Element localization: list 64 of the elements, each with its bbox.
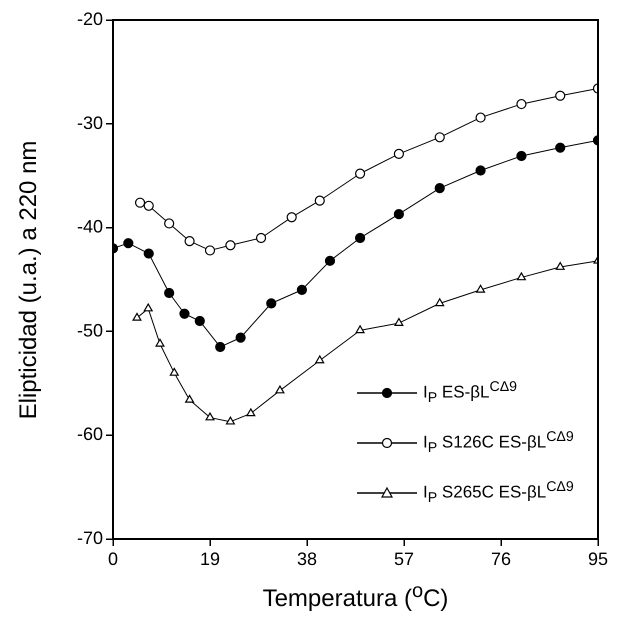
point (475, 165, 486, 176)
point (194, 316, 205, 326)
point (315, 355, 324, 364)
point (475, 112, 486, 123)
y-tick-label: -40 (76, 216, 103, 237)
point (555, 142, 566, 153)
point (286, 212, 297, 222)
x-tick-label: 76 (490, 548, 512, 569)
y-tick-label: -20 (76, 8, 103, 29)
point (226, 416, 235, 425)
point (204, 245, 216, 256)
point (155, 338, 164, 347)
legend-label: I$_{P}$ ES-βL$^{CΔ9}$ (423, 379, 518, 407)
point (434, 183, 445, 194)
point (356, 325, 365, 334)
point (215, 342, 226, 352)
point (206, 412, 214, 420)
point (144, 248, 154, 259)
point (275, 385, 284, 394)
point (435, 298, 444, 306)
point (516, 98, 527, 110)
point (266, 298, 276, 308)
point (556, 262, 565, 270)
point (354, 232, 366, 244)
x-axis-title: Temperatura ($^{o}$C) (262, 580, 450, 613)
y-axis-title: Elipticidad (u.a.) a 220 nm (15, 139, 43, 421)
x-tick-label: 19 (200, 548, 220, 569)
point (164, 218, 174, 229)
legend-label: I$_{P}$ S265C ES-βL$^{CΔ9}$ (423, 479, 574, 507)
point (134, 198, 146, 208)
x-tick-label: 95 (588, 548, 608, 569)
legend-label: I$_{P}$ S126C ES-βL$^{CΔ9}$ (423, 429, 574, 457)
point (256, 232, 266, 244)
point (170, 368, 179, 376)
point (246, 408, 256, 416)
point (123, 238, 134, 248)
point (516, 272, 526, 280)
y-tick-label: -30 (76, 112, 103, 133)
x-tick-label: 57 (394, 548, 414, 569)
point (296, 284, 307, 295)
point (164, 288, 174, 298)
point (144, 303, 153, 312)
point (516, 150, 527, 162)
point (354, 168, 366, 179)
point (184, 236, 195, 246)
point (394, 209, 404, 220)
y-tick-label: -50 (76, 320, 103, 340)
y-tick-label: -60 (76, 424, 103, 444)
point (476, 284, 486, 293)
point (236, 332, 246, 343)
point (185, 394, 194, 403)
point (555, 90, 566, 101)
x-tick-label: 38 (296, 548, 318, 569)
point (394, 148, 404, 159)
point (179, 308, 190, 319)
point (225, 240, 236, 250)
point (394, 318, 404, 326)
y-tick-label: -70 (76, 528, 103, 548)
point (314, 196, 325, 206)
x-tick-label: 0 (108, 548, 118, 569)
point (144, 200, 154, 211)
point (324, 256, 336, 266)
point (434, 132, 445, 142)
point (132, 312, 142, 321)
